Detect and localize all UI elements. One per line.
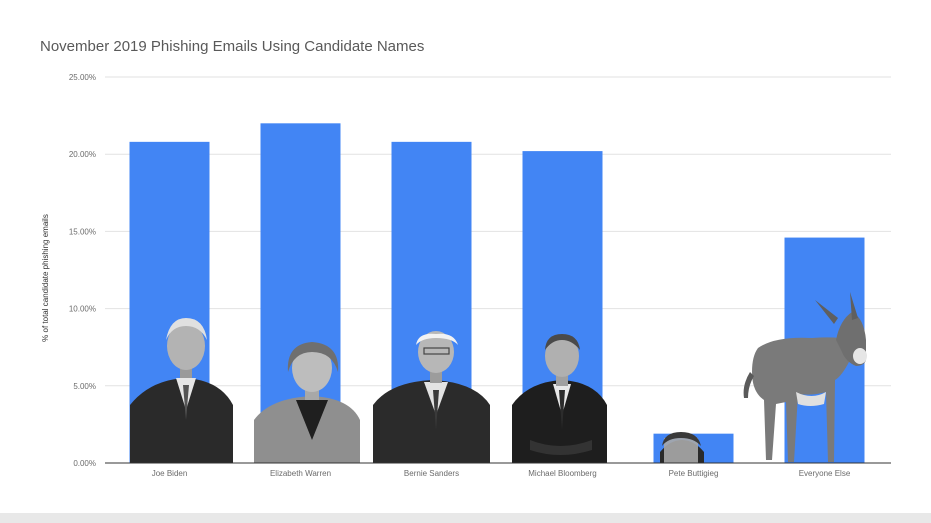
- bottom-border: [0, 513, 931, 523]
- y-tick-label: 15.00%: [69, 227, 96, 236]
- portrait-bloomberg-image: [512, 334, 607, 463]
- portrait-biden-image: [130, 318, 233, 463]
- x-tick-label: Joe Biden: [152, 469, 188, 478]
- x-tick-label: Michael Bloomberg: [528, 469, 596, 478]
- y-tick-label: 20.00%: [69, 150, 96, 159]
- portrait-buttigieg-image: [660, 432, 704, 463]
- y-axis-label: % of total candidate phishing emails: [41, 214, 50, 342]
- x-tick-label: Elizabeth Warren: [270, 469, 331, 478]
- x-tick-labels: Joe Biden Elizabeth Warren Bernie Sanders M…: [152, 469, 851, 478]
- portrait-warren-image: [254, 342, 360, 463]
- y-tick-label: 5.00%: [73, 382, 96, 391]
- portrait-sanders-image: [373, 331, 490, 463]
- x-tick-label: Pete Buttigieg: [669, 469, 719, 478]
- y-tick-label: 10.00%: [69, 305, 96, 314]
- bars: [129, 123, 865, 463]
- donkey-image: [743, 292, 867, 462]
- chart-title: November 2019 Phishing Emails Using Cand…: [40, 38, 425, 55]
- y-tick-label: 25.00%: [69, 73, 96, 82]
- y-tick-label: 0.00%: [73, 459, 96, 468]
- x-tick-label: Bernie Sanders: [404, 469, 459, 478]
- candidate-portraits: [130, 292, 867, 463]
- y-tick-labels: 0.00% 5.00% 10.00% 15.00% 20.00% 25.00%: [69, 73, 96, 468]
- gridlines: [105, 76, 891, 387]
- x-tick-label: Everyone Else: [799, 469, 851, 478]
